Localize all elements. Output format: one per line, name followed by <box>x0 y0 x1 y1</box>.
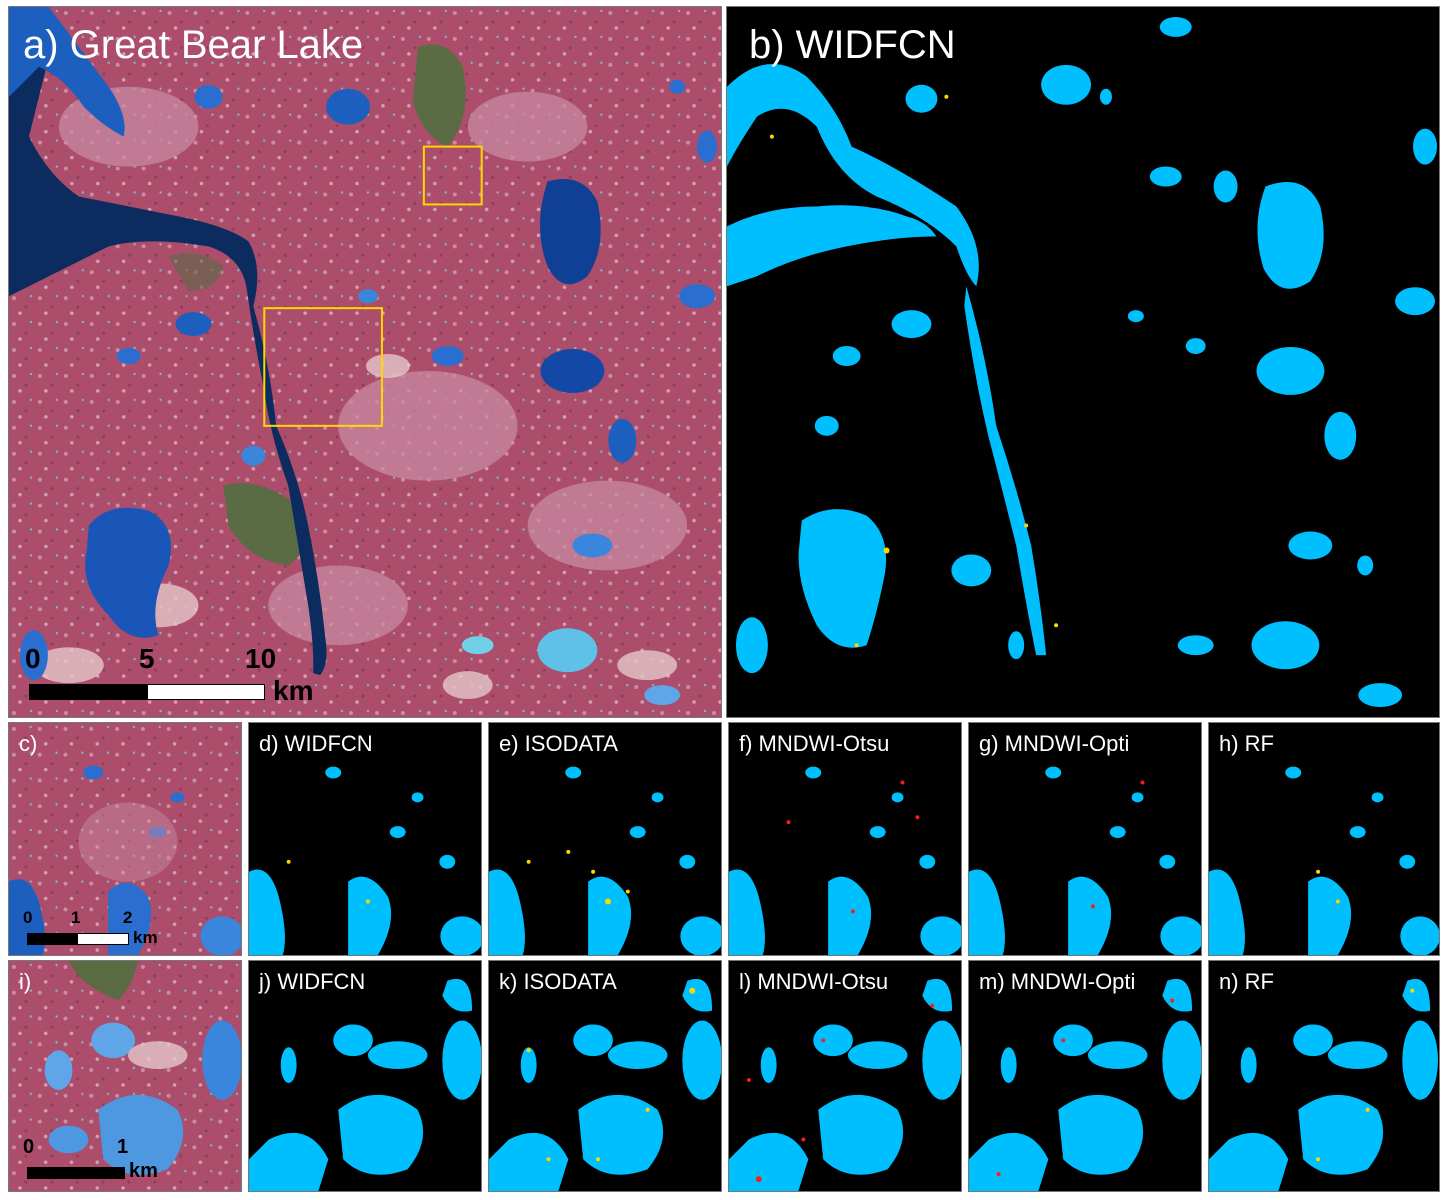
panel-g-label: g) MNDWI-Opti <box>979 731 1130 756</box>
inset-box-c <box>263 307 383 427</box>
panel-m-water-map: m) MNDWI-Opti <box>968 960 1202 1192</box>
scale-tick-10: 10 <box>245 643 277 674</box>
panel-d-water-map: d) WIDFCN <box>248 722 482 956</box>
panel-a-label: a) Great Bear Lake <box>23 23 364 67</box>
scale-bar-graphic <box>27 933 129 945</box>
panel-k-label: k) ISODATA <box>499 969 617 994</box>
panel-e-water-map: e) ISODATA <box>488 722 722 956</box>
water-map-j <box>249 978 481 1191</box>
scale-tick-0: 0 <box>23 908 33 927</box>
panel-f-label: f) MNDWI-Otsu <box>739 731 890 756</box>
panel-f-water-map: f) MNDWI-Otsu <box>728 722 962 956</box>
panel-m-label: m) MNDWI-Opti <box>979 969 1136 994</box>
scale-unit: km <box>133 928 158 947</box>
panel-n-water-map: n) RF <box>1208 960 1440 1192</box>
scale-tick-5: 5 <box>139 643 155 674</box>
water-map-d <box>249 766 481 955</box>
water-map-b <box>727 7 1439 717</box>
panel-h-label: h) RF <box>1219 731 1274 756</box>
forest-patches <box>168 44 466 566</box>
scale-tick-0: 0 <box>25 643 41 674</box>
scale-bar-c: 0 1 2 km <box>19 909 179 949</box>
water-map-m <box>969 978 1201 1191</box>
water-map-e <box>489 766 721 955</box>
panel-a-satellite-image: a) Great Bear Lake 0 5 10 km <box>8 6 722 718</box>
water-bodies <box>727 16 1438 708</box>
scale-tick-2: 2 <box>123 908 133 927</box>
panel-b-water-map: b) WIDFCN <box>726 6 1440 718</box>
inset-box-i <box>422 145 483 206</box>
water-map-k <box>489 978 721 1191</box>
water-map-g <box>969 766 1201 955</box>
scale-unit: km <box>273 675 314 706</box>
panel-i-satellite-inset: i) 0 1 km <box>8 960 242 1192</box>
panel-c-satellite-inset: c) 0 1 2 km <box>8 722 242 956</box>
scale-unit: km <box>129 1160 158 1182</box>
panel-e-label: e) ISODATA <box>499 731 618 756</box>
panel-j-water-map: j) WIDFCN <box>248 960 482 1192</box>
lakes <box>19 79 718 706</box>
panel-l-label: l) MNDWI-Otsu <box>739 969 889 994</box>
panel-d-label: d) WIDFCN <box>259 731 373 756</box>
satellite-image-a <box>9 7 721 717</box>
scale-tick-1: 1 <box>71 908 81 927</box>
omission-pixels <box>769 94 1059 648</box>
scale-tick-0: 0 <box>23 1136 35 1158</box>
northwest-lake <box>9 7 125 137</box>
panel-c-label: c) <box>19 731 38 756</box>
panel-i-label: i) <box>19 969 32 994</box>
panel-k-water-map: k) ISODATA <box>488 960 722 1192</box>
scale-bar-graphic <box>29 684 265 700</box>
scale-bar-i: 0 1 km <box>19 1137 179 1181</box>
water-map-h <box>1209 766 1439 955</box>
scale-bar-a: 0 5 10 km <box>25 645 325 705</box>
scale-tick-1: 1 <box>117 1136 129 1158</box>
panel-b-label: b) WIDFCN <box>749 23 956 67</box>
satellite-image-i <box>9 961 241 1191</box>
panel-l-water-map: l) MNDWI-Otsu <box>728 960 962 1192</box>
panel-h-water-map: h) RF <box>1208 722 1440 956</box>
panel-j-label: j) WIDFCN <box>259 969 366 994</box>
water-map-f <box>729 766 961 955</box>
dark-river <box>9 38 327 676</box>
water-map-n <box>1209 978 1439 1191</box>
water-map-l <box>729 978 961 1191</box>
panel-n-label: n) RF <box>1219 969 1274 994</box>
panel-g-water-map: g) MNDWI-Opti <box>968 722 1202 956</box>
scale-bar-graphic <box>27 1167 125 1179</box>
